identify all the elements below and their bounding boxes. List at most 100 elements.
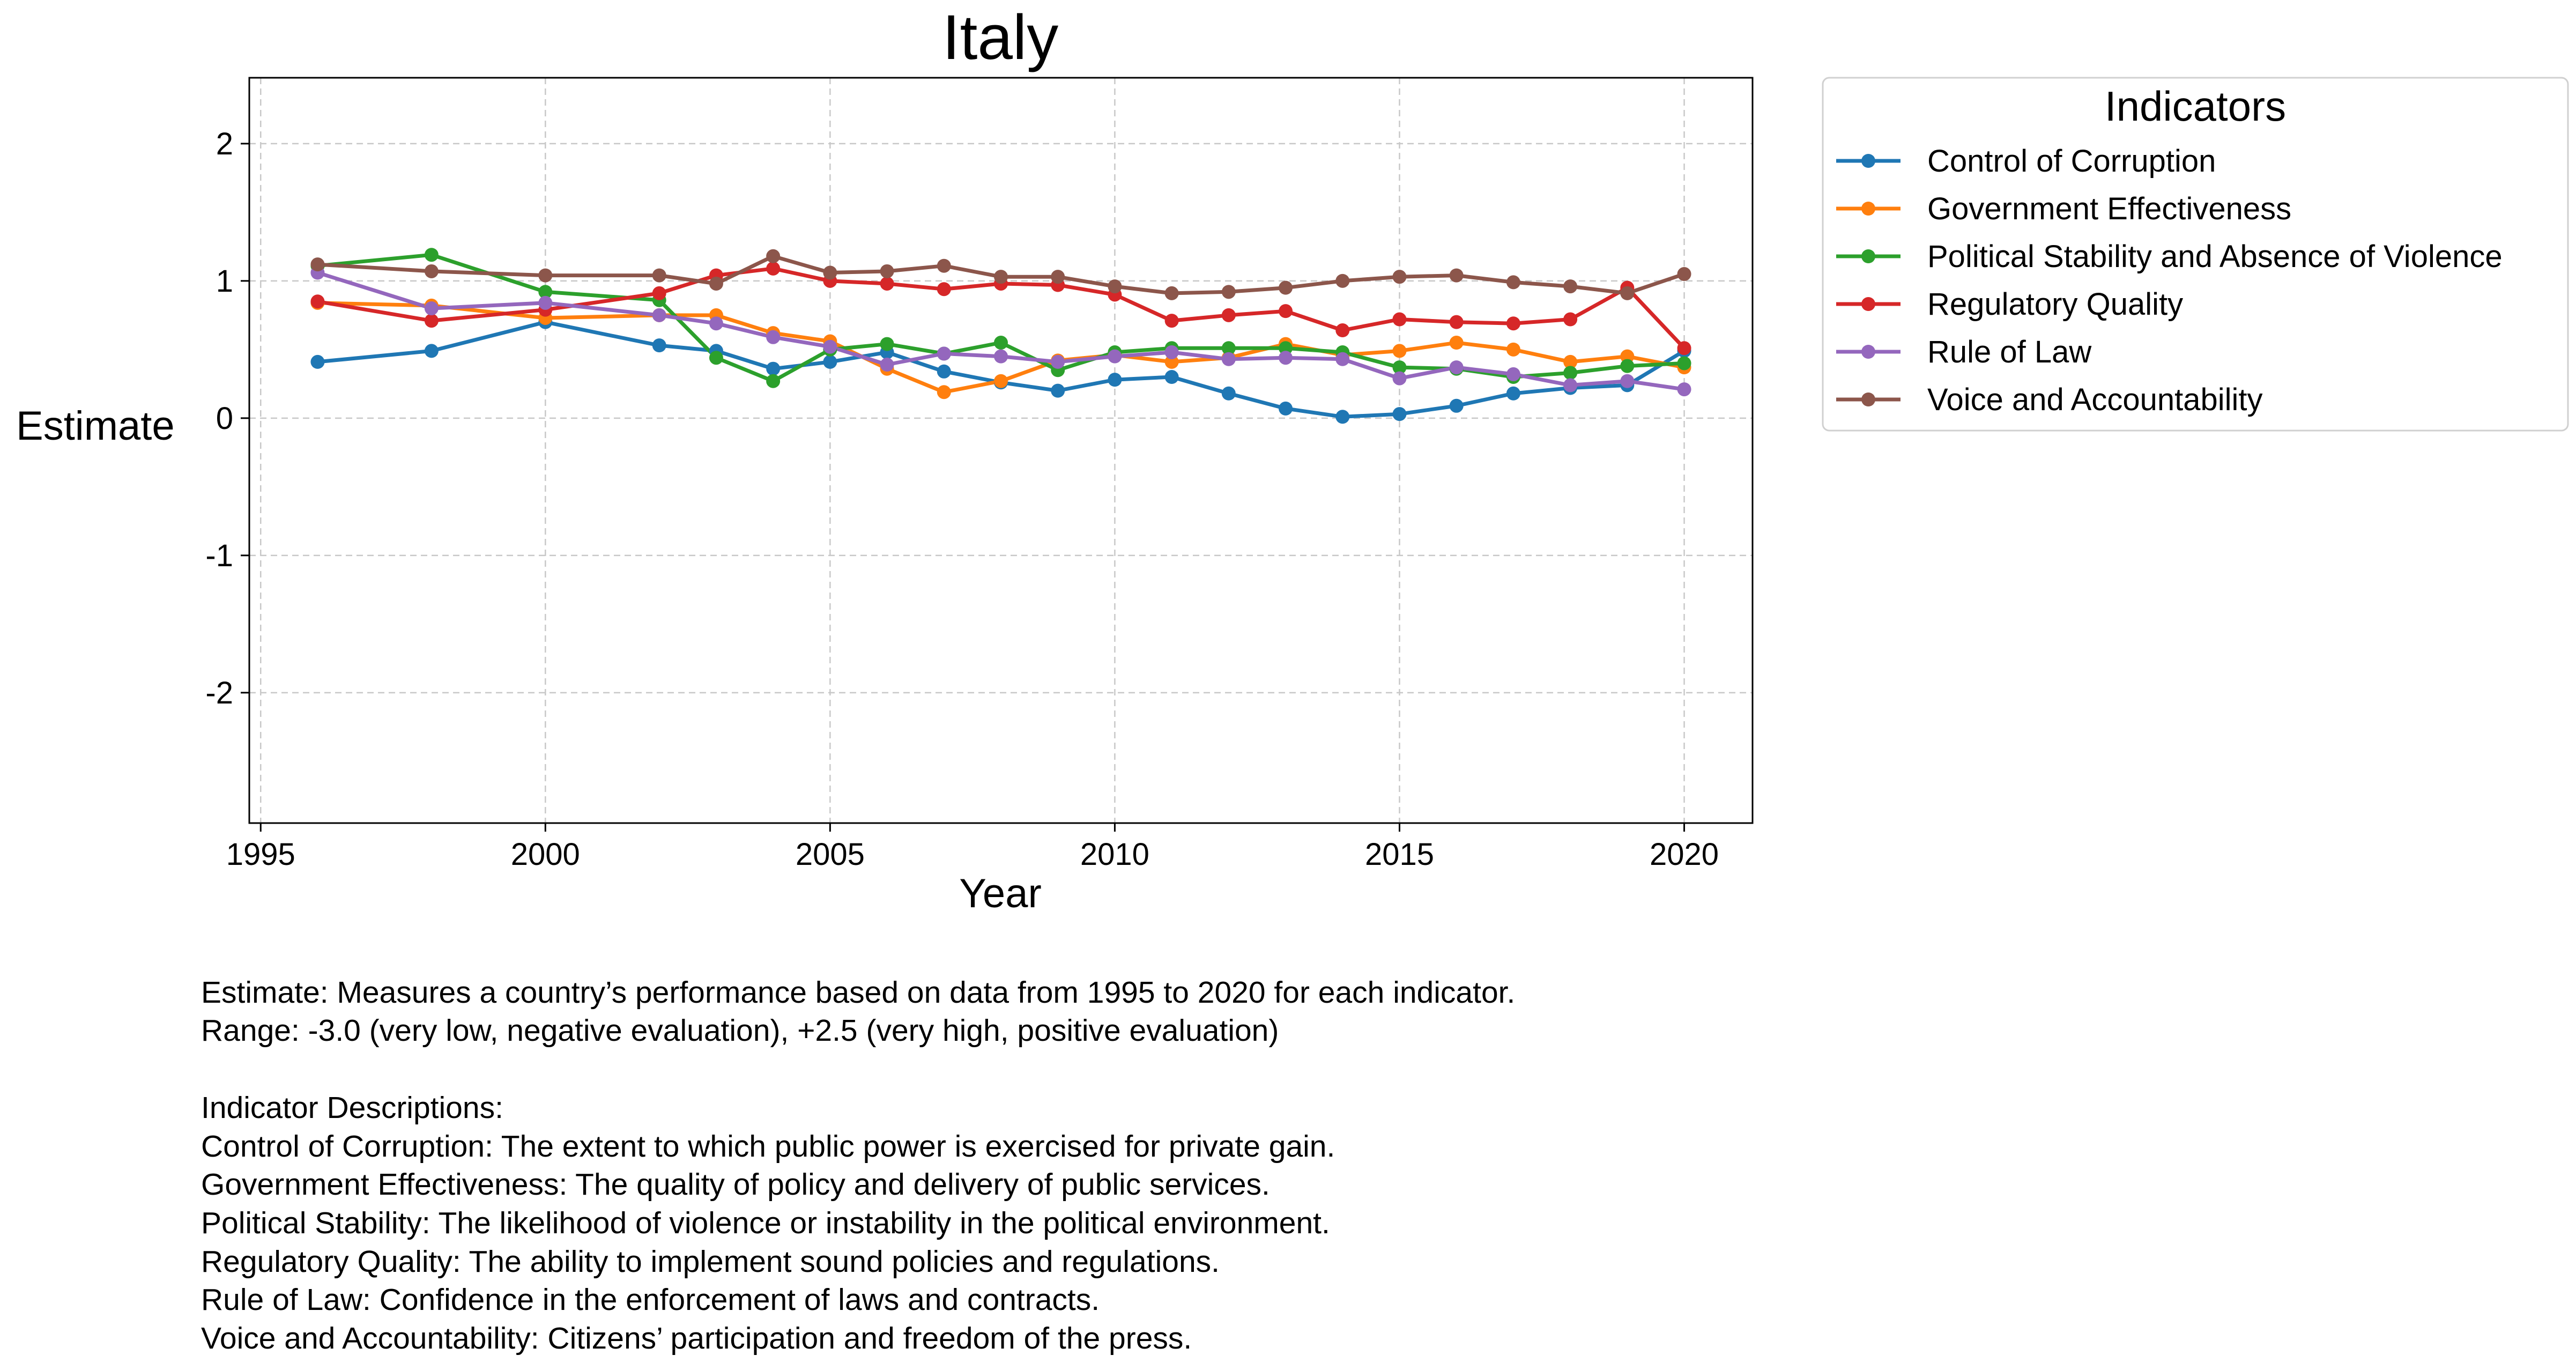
data-point (1335, 323, 1350, 338)
data-point (880, 358, 894, 372)
note-line: Rule of Law: Confidence in the enforceme… (201, 1283, 1100, 1317)
y-axis-label: Estimate (16, 403, 175, 449)
data-point (1506, 342, 1520, 357)
data-point (1221, 386, 1236, 401)
data-point (310, 354, 325, 369)
data-point (937, 364, 951, 379)
data-point (1449, 315, 1464, 329)
data-point (1051, 270, 1065, 284)
x-axis-ticks: 1995 2000 2005 2010 2015 2020 (226, 823, 1719, 872)
data-point (1108, 373, 1122, 387)
data-point (823, 265, 837, 280)
data-point (880, 276, 894, 291)
data-point (1563, 378, 1578, 393)
data-point (1221, 285, 1236, 299)
data-point (538, 295, 553, 310)
plot-frame (248, 77, 1754, 824)
data-point (1051, 354, 1065, 369)
data-point (994, 349, 1008, 364)
data-point (1506, 386, 1520, 401)
data-point (1392, 371, 1407, 386)
legend-marker (1861, 154, 1875, 168)
data-point (1164, 370, 1179, 384)
data-point (1449, 268, 1464, 283)
legend-label: Rule of Law (1927, 335, 2092, 369)
x-tick-label: 2020 (1650, 837, 1719, 872)
legend-title: Indicators (2105, 83, 2286, 130)
data-point (766, 361, 781, 376)
data-point (1677, 356, 1691, 371)
legend-marker (1861, 297, 1875, 311)
description-notes: Estimate: Measures a country’s performan… (201, 975, 1515, 1356)
data-point (1392, 270, 1407, 284)
note-line: Political Stability: The likelihood of v… (201, 1206, 1330, 1240)
data-point (937, 385, 951, 399)
data-point (994, 374, 1008, 388)
legend-marker (1861, 202, 1875, 216)
data-point (1221, 341, 1236, 356)
y-tick-label: -1 (205, 538, 233, 573)
series-line (317, 254, 1685, 295)
data-point (1164, 345, 1179, 359)
data-point (994, 336, 1008, 350)
legend-label: Voice and Accountability (1927, 382, 2263, 417)
data-point (538, 285, 553, 299)
note-line: Government Effectiveness: The quality of… (201, 1167, 1270, 1202)
data-point (1221, 308, 1236, 322)
data-point (1620, 349, 1635, 364)
data-point (1279, 351, 1293, 365)
data-point (1392, 344, 1407, 358)
note-line: Control of Corruption: The extent to whi… (201, 1129, 1335, 1164)
data-point (1449, 336, 1464, 350)
legend-label: Political Stability and Absence of Viole… (1927, 239, 2503, 274)
y-axis-ticks: 2 1 0 -1 -2 (205, 127, 249, 710)
legend-label: Regulatory Quality (1927, 287, 2183, 322)
data-point (994, 270, 1008, 284)
data-point (652, 268, 666, 283)
x-tick-label: 2010 (1080, 837, 1149, 872)
series-lines (317, 253, 1686, 419)
data-point (709, 316, 723, 331)
data-point (766, 249, 781, 263)
data-point (1563, 279, 1578, 294)
data-point (1677, 341, 1691, 356)
series-line (317, 271, 1685, 391)
data-point (1164, 286, 1179, 300)
data-point (1279, 401, 1293, 416)
note-line: Voice and Accountability: Citizens’ part… (201, 1321, 1192, 1356)
y-tick-label: -2 (205, 676, 233, 710)
data-point (766, 374, 781, 388)
data-point (1563, 354, 1578, 369)
series-points (310, 248, 1691, 424)
data-point (1392, 360, 1407, 375)
data-point (1108, 279, 1122, 294)
data-point (1051, 383, 1065, 398)
data-point (823, 339, 837, 354)
series-line (317, 253, 1684, 383)
legend-label: Government Effectiveness (1927, 191, 2291, 226)
data-point (937, 282, 951, 297)
series-line (317, 320, 1686, 419)
data-point (880, 337, 894, 351)
data-point (424, 248, 439, 262)
data-point (424, 314, 439, 328)
data-point (937, 258, 951, 273)
data-point (1620, 374, 1635, 388)
data-point (1449, 360, 1464, 375)
legend-marker (1861, 249, 1875, 263)
legend-box (1822, 77, 2569, 432)
data-point (1392, 312, 1407, 327)
x-tick-label: 2000 (511, 837, 580, 872)
data-point (709, 276, 723, 291)
legend-items: Control of Corruption Government Effectiv… (1836, 144, 2503, 417)
data-point (1563, 366, 1578, 380)
data-point (1620, 286, 1635, 300)
note-line: Estimate: Measures a country’s performan… (201, 975, 1515, 1010)
data-point (1108, 349, 1122, 364)
data-point (310, 257, 325, 272)
data-point (709, 351, 723, 365)
data-point (880, 264, 894, 278)
data-point (937, 346, 951, 361)
data-point (1335, 273, 1350, 288)
chart-title: Italy (942, 2, 1058, 73)
